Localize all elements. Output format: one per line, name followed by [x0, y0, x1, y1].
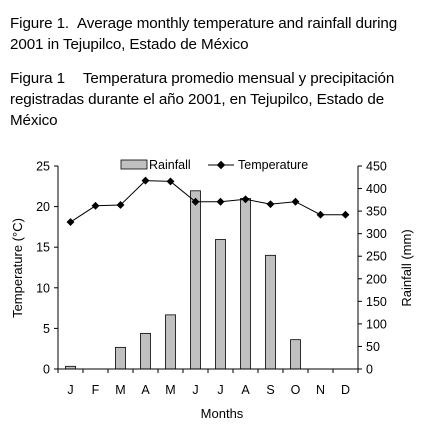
temperature-point	[191, 197, 200, 206]
temperature-point	[216, 197, 225, 206]
legend-temperature-label: Temperature	[238, 158, 308, 172]
y-left-tick-label: 15	[36, 241, 50, 255]
y-right-tick-label: 50	[366, 340, 380, 354]
y-left-tick-label: 25	[36, 160, 50, 174]
x-tick-label: M	[115, 383, 125, 397]
x-tick-label: J	[192, 383, 198, 397]
temperature-point	[316, 210, 325, 219]
y-axis-right-label: Rainfall (mm)	[399, 229, 414, 306]
x-tick-label: M	[165, 383, 175, 397]
y-right-tick-label: 300	[366, 227, 387, 241]
temperature-point	[91, 201, 100, 210]
temperature-series-line	[70, 180, 346, 223]
temperature-point	[166, 177, 175, 186]
y-right-tick-label: 0	[366, 363, 373, 377]
y-left-tick-label: 10	[36, 281, 50, 295]
rainfall-bar	[215, 239, 226, 370]
y-left-tick-label: 20	[36, 200, 50, 214]
rainfall-bar	[265, 254, 276, 370]
x-tick-label: J	[67, 383, 73, 397]
y-right-tick-label: 450	[366, 160, 387, 174]
x-tick-label: F	[92, 383, 100, 397]
rainfall-bar	[190, 190, 201, 370]
y-right-tick-label: 150	[366, 295, 387, 309]
temperature-point	[266, 200, 275, 209]
x-tick-label: A	[241, 383, 250, 397]
caption-spanish: Figura 1 Temperatura promedio mensual y p…	[10, 68, 422, 131]
temperature-line	[66, 176, 350, 226]
rainfall-bar	[290, 339, 301, 370]
rainfall-bar	[140, 332, 151, 370]
y-left-tick-label: 0	[43, 363, 50, 377]
legend-temperature-marker	[216, 160, 226, 170]
rainfall-bar	[115, 346, 126, 370]
x-tick-label: J	[217, 383, 223, 397]
y-left-tick-label: 5	[43, 322, 50, 336]
caption-spanish-label: Figura 1	[10, 70, 65, 87]
temperature-point	[341, 210, 350, 219]
temperature-point	[291, 197, 300, 206]
y-right-tick-label: 100	[366, 317, 387, 331]
x-tick-label: O	[291, 383, 301, 397]
y-right-tick-label: 200	[366, 272, 387, 286]
legend-rainfall-label: Rainfall	[149, 158, 191, 172]
caption-english: Figure 1. Average monthly temperature and…	[10, 13, 422, 55]
temperature-point	[116, 201, 125, 209]
temperature-point	[241, 195, 250, 204]
axes	[54, 165, 362, 373]
y-axis-left-label: Temperature (°C)	[10, 218, 25, 318]
x-tick-label: D	[341, 383, 350, 397]
rainfall-bar	[240, 198, 251, 370]
legend-rainfall-swatch	[120, 159, 148, 170]
rainfall-bars	[65, 190, 301, 370]
y-right-tick-label: 250	[366, 250, 387, 264]
temperature-point	[66, 218, 75, 226]
caption-english-label: Figure 1.	[10, 15, 70, 32]
rainfall-bar	[165, 314, 176, 370]
x-tick-label: N	[316, 383, 325, 397]
caption-english-text: Average monthly temperature and rainfall…	[10, 15, 398, 53]
temperature-point	[141, 176, 150, 185]
caption-spanish-text: Temperatura promedio mensual y precipita…	[10, 70, 395, 129]
legend: Rainfall Temperature	[120, 158, 308, 172]
x-tick-label: A	[141, 383, 150, 397]
y-right-tick-label: 350	[366, 205, 387, 219]
y-right-tick-label: 400	[366, 182, 387, 196]
x-axis-label: Months	[201, 406, 244, 421]
x-tick-label: S	[266, 383, 274, 397]
